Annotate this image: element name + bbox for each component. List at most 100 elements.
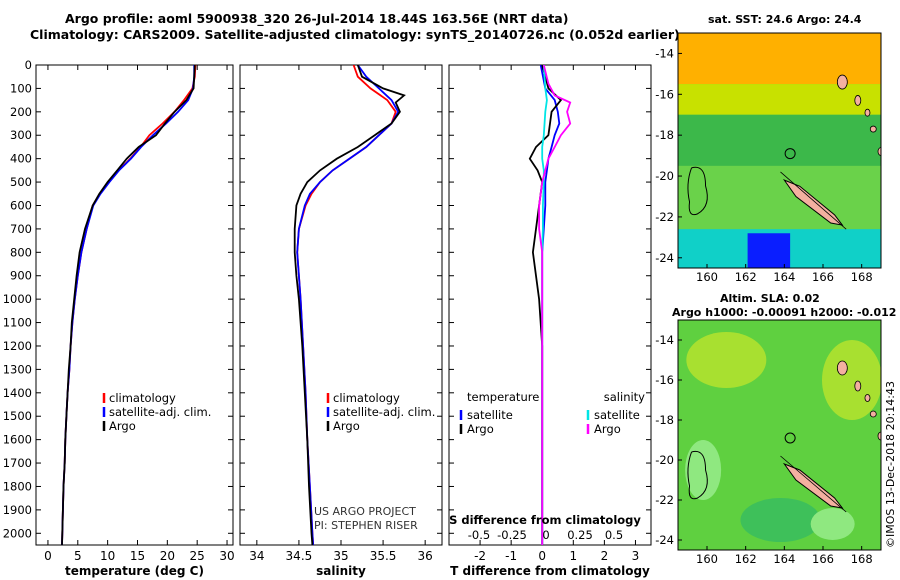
secondary-x-tick-label: 0	[542, 528, 549, 542]
map1-title: sat. SST: 24.6 Argo: 24.4	[708, 13, 862, 26]
map-y-tick-label: -14	[655, 46, 674, 60]
x-tick-label: 10	[100, 549, 115, 563]
x-tick-label: 15	[130, 549, 145, 563]
pi-annotation: PI: STEPHEN RISER	[314, 519, 418, 532]
map-y-tick-label: -18	[655, 128, 674, 142]
x-tick-label: 3	[632, 549, 640, 563]
series-line-temperature-Argo	[528, 65, 563, 545]
legend-label: climatology	[333, 391, 400, 405]
map-y-tick-label: -16	[655, 87, 674, 101]
bathymetry-contour	[687, 166, 708, 216]
y-tick-label: 1700	[3, 456, 32, 470]
y-tick-label: 100	[10, 81, 32, 95]
x-tick-label: 25	[190, 549, 205, 563]
bathymetry-contour	[784, 432, 796, 444]
plot-frame-2	[239, 64, 443, 546]
series-line-salinity-Argo	[538, 65, 572, 545]
legend-label: satellite	[594, 408, 640, 422]
sla-light-patch	[810, 508, 855, 540]
series-line-Argo	[61, 65, 196, 545]
y-tick-label: 1400	[3, 386, 32, 400]
plot-frame-1	[35, 64, 234, 546]
y-tick-label: 1100	[3, 316, 32, 330]
map-y-tick-label: -24	[655, 251, 674, 265]
map-x-tick-label: 162	[735, 552, 757, 566]
legend-label: Argo	[594, 422, 621, 436]
x-tick-label: 2	[601, 549, 609, 563]
island-vanuatu	[854, 95, 862, 106]
series-line-Argo	[293, 65, 406, 545]
y-tick-label: 300	[10, 128, 32, 142]
x-tick-label: 34.5	[286, 549, 313, 563]
map-x-tick-label: 164	[773, 552, 795, 566]
map-y-tick-label: -20	[655, 169, 674, 183]
map-frame	[677, 32, 882, 269]
map-frame	[677, 319, 882, 551]
sla-high-patch	[822, 340, 881, 420]
y-tick-label: 1500	[3, 409, 32, 423]
y-tick-label: 1000	[3, 292, 32, 306]
bathymetry-contour	[687, 450, 708, 500]
y-tick-label: 2000	[3, 526, 32, 540]
y-tick-label: 800	[10, 245, 32, 259]
map-x-tick-label: 164	[773, 270, 795, 284]
map-y-tick-label: -22	[655, 210, 674, 224]
map-y-tick-label: -20	[655, 453, 674, 467]
sla-light-patch	[685, 440, 722, 500]
map-x-tick-label: 166	[812, 270, 834, 284]
x-axis-label: temperature (deg C)	[65, 564, 204, 578]
y-tick-label: 500	[10, 175, 32, 189]
legend-heading-salinity: salinity	[604, 390, 645, 404]
bathymetry-contour	[780, 171, 847, 230]
island-vanuatu	[836, 74, 848, 90]
y-tick-label: 900	[10, 269, 32, 283]
x-tick-label: -1	[505, 549, 517, 563]
x-tick-label: 35.5	[370, 549, 397, 563]
map-x-tick-label: 168	[851, 552, 873, 566]
y-tick-label: 600	[10, 198, 32, 212]
map-y-tick-label: -24	[655, 533, 674, 547]
map2-title-line2: Argo h1000: -0.00091 h2000: -0.012	[672, 306, 897, 319]
sst-green-band	[678, 114, 881, 166]
x-axis-label: T difference from climatology	[450, 564, 650, 578]
figure-title-line2: Climatology: CARS2009. Satellite-adjuste…	[30, 27, 680, 42]
legend-label: climatology	[109, 391, 176, 405]
island-new-caledonia	[782, 462, 844, 509]
x-tick-label: 0	[538, 549, 546, 563]
legend-heading-temperature: temperature	[467, 390, 539, 404]
legend-label: Argo	[333, 419, 360, 433]
legend-label: satellite	[467, 408, 513, 422]
island-vanuatu	[877, 147, 881, 156]
island-vanuatu	[864, 108, 871, 117]
series-group	[61, 65, 197, 545]
map-field-1	[678, 33, 881, 268]
secondary-x-tick-label: 0.5	[605, 528, 623, 542]
map2-title-line1: Altim. SLA: 0.02	[720, 292, 820, 305]
y-tick-label: 1600	[3, 433, 32, 447]
figure-title-line1: Argo profile: aoml 5900938_320 26-Jul-20…	[65, 11, 569, 26]
island-vanuatu	[854, 380, 862, 392]
y-tick-label: 400	[10, 152, 32, 166]
map-x-tick-label: 166	[812, 552, 834, 566]
x-tick-label: 34	[249, 549, 264, 563]
map-x-tick-label: 160	[696, 552, 718, 566]
y-tick-label: 1800	[3, 479, 32, 493]
x-tick-label: 1	[569, 549, 577, 563]
bathymetry-contour	[784, 148, 796, 160]
secondary-x-tick-label: -0.5	[468, 528, 490, 542]
island-vanuatu	[864, 394, 871, 402]
sla-low-patch	[740, 498, 821, 542]
y-tick-label: 1900	[3, 503, 32, 517]
secondary-x-tick-label: -0.25	[497, 528, 527, 542]
x-tick-label: 30	[219, 549, 234, 563]
map-field-2	[678, 320, 881, 550]
map-x-tick-label: 168	[851, 270, 873, 284]
island-vanuatu	[869, 125, 877, 133]
x-tick-label: 35	[333, 549, 348, 563]
x-tick-label: 0	[44, 549, 52, 563]
sla-high-patch	[686, 332, 767, 388]
series-group	[293, 65, 406, 545]
x-tick-label: 36	[418, 549, 433, 563]
map-y-tick-label: -22	[655, 493, 674, 507]
